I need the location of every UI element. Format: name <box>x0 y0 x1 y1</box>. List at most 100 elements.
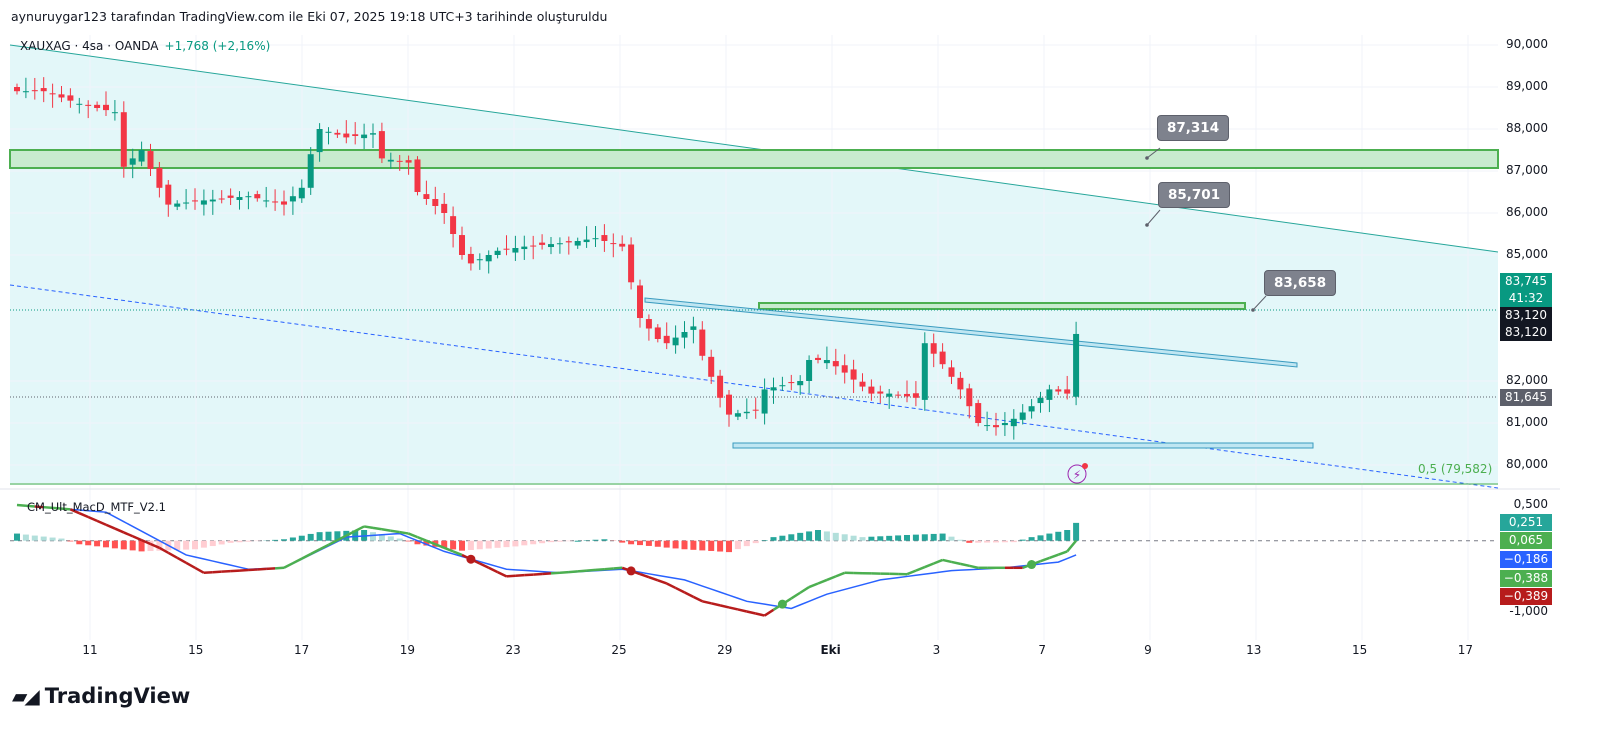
signal-line <box>336 534 347 542</box>
signal-line <box>942 558 952 564</box>
time-tick: 15 <box>188 643 204 657</box>
signal-line <box>755 612 765 617</box>
histogram-bar <box>619 540 626 543</box>
histogram-bar <box>31 535 38 541</box>
candle <box>717 375 724 398</box>
tradingview-logo[interactable]: ▰◢ TradingView <box>12 684 190 708</box>
histogram-bar <box>663 540 670 548</box>
candle <box>832 361 839 367</box>
signal-line <box>354 525 365 533</box>
histogram-bar <box>307 533 314 541</box>
histogram-bar <box>200 540 207 548</box>
signal-line <box>515 573 525 578</box>
histogram-bar <box>183 540 190 550</box>
candle <box>601 235 608 241</box>
candle <box>530 245 537 247</box>
signal-line <box>683 591 694 598</box>
histogram-bar <box>797 532 804 541</box>
signal-line <box>924 562 935 569</box>
signal-line <box>692 595 703 603</box>
candle <box>743 411 750 414</box>
histogram-bar <box>1046 533 1053 541</box>
signal-line <box>61 507 71 511</box>
signal-line <box>915 565 926 572</box>
signal-line <box>292 557 303 565</box>
candle <box>628 244 635 283</box>
candle <box>574 241 581 246</box>
signal-line <box>719 604 730 609</box>
histogram-bar <box>1001 540 1008 543</box>
trendline-upper <box>9 44 1499 253</box>
candle <box>200 200 207 205</box>
histogram-bar <box>966 540 973 543</box>
histogram-bar <box>895 535 902 541</box>
price-tick: 87,000 <box>1506 163 1548 177</box>
signal-line <box>577 569 587 573</box>
histogram-bar <box>1028 537 1035 541</box>
signal-line <box>639 572 650 579</box>
candle <box>752 409 759 411</box>
signal-line <box>381 528 391 532</box>
histogram-bar <box>921 534 928 541</box>
signal-line <box>203 570 213 575</box>
signal-line <box>319 543 330 551</box>
candle <box>147 151 154 169</box>
indicator-label[interactable]: CM_Ult_MacD_MTF_V2.1 <box>27 500 166 514</box>
candle <box>227 195 234 198</box>
price-tag: 83,120 <box>1500 307 1552 324</box>
price-callout[interactable]: 83,658 <box>1264 270 1337 296</box>
signal-line <box>533 572 543 576</box>
histogram-bar <box>14 533 20 541</box>
signal-line <box>746 610 756 615</box>
symbol-label: XAUXAG · 4sa · OANDA <box>20 39 159 53</box>
candle <box>370 133 376 135</box>
price-callout[interactable]: 87,314 <box>1157 115 1230 141</box>
lightning-icon: ⚡ <box>1073 468 1081 482</box>
candle <box>192 200 198 202</box>
candle <box>877 391 884 394</box>
histogram-bar <box>592 539 599 541</box>
candle <box>40 88 47 92</box>
signal-line <box>158 546 169 554</box>
time-tick: 13 <box>1246 643 1262 657</box>
signal-line <box>87 515 98 523</box>
time-tick: 25 <box>611 643 627 657</box>
histogram-bar <box>1010 540 1017 543</box>
callout-anchor <box>1145 156 1149 160</box>
candle <box>254 194 261 199</box>
histogram-bar <box>298 535 305 541</box>
cross-dot <box>777 599 787 609</box>
macd-tick: -1,000 <box>1509 604 1548 618</box>
candle <box>263 200 270 202</box>
candle <box>298 187 305 199</box>
histogram-bar <box>192 540 198 550</box>
candle <box>76 103 83 105</box>
signal-line <box>657 579 668 585</box>
price-tick: 89,000 <box>1506 79 1548 93</box>
histogram-bar <box>637 540 643 546</box>
macd-tick: 0,500 <box>1513 497 1548 512</box>
histogram-bar <box>1064 530 1071 541</box>
macd-tag: −0,186 <box>1500 551 1552 568</box>
histogram-bar <box>245 540 252 542</box>
candle <box>904 393 910 397</box>
candle <box>556 243 563 245</box>
histogram-bar <box>209 540 216 547</box>
price-callout[interactable]: 85,701 <box>1158 182 1231 208</box>
alert-dot <box>1082 463 1088 469</box>
histogram-bar <box>806 531 813 541</box>
candle <box>645 319 652 329</box>
signal-line <box>43 505 53 510</box>
signal-line <box>790 591 801 600</box>
histogram-bar <box>325 531 332 541</box>
signal-line <box>399 530 409 535</box>
price-tick: 80,000 <box>1506 457 1548 471</box>
histogram-bar <box>334 531 341 541</box>
candle <box>111 112 118 114</box>
price-tick: 81,000 <box>1506 415 1548 429</box>
histogram-bar <box>40 536 47 541</box>
candle <box>734 413 741 417</box>
time-tick: 19 <box>399 643 416 657</box>
signal-line <box>497 570 508 578</box>
